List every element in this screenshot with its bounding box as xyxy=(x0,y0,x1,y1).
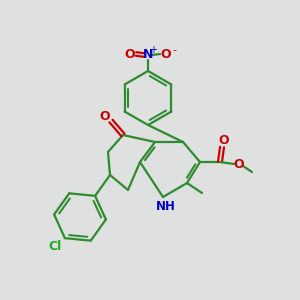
Text: Cl: Cl xyxy=(48,240,62,253)
Text: O: O xyxy=(234,158,244,170)
Text: -: - xyxy=(172,45,176,55)
Text: +: + xyxy=(149,45,157,55)
Text: NH: NH xyxy=(156,200,176,214)
Text: O: O xyxy=(219,134,229,148)
Text: N: N xyxy=(143,49,153,62)
Text: O: O xyxy=(125,47,135,61)
Text: O: O xyxy=(100,110,110,124)
Text: O: O xyxy=(161,47,171,61)
